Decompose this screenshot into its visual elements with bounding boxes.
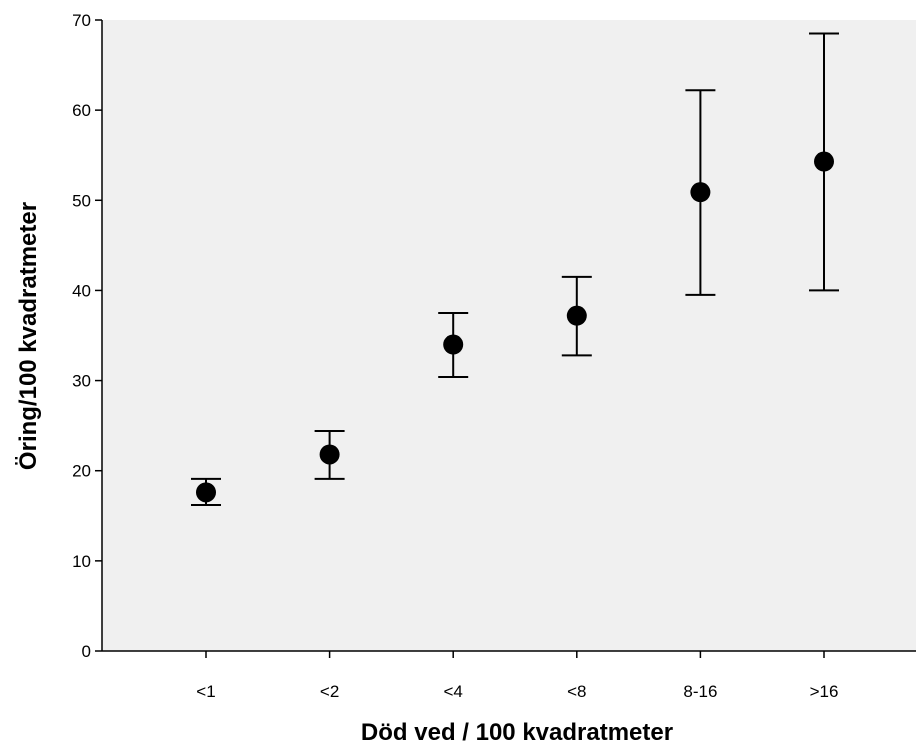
y-tick-label: 70: [72, 11, 91, 30]
x-axis-title: Död ved / 100 kvadratmeter: [361, 719, 673, 744]
x-tick-label: <4: [444, 682, 463, 701]
x-tick-label: >16: [810, 682, 839, 701]
x-tick-label: <1: [196, 682, 215, 701]
data-point: [690, 182, 711, 203]
plot-area: [102, 20, 916, 651]
y-tick-label: 10: [72, 552, 91, 571]
y-tick-label: 0: [82, 642, 91, 661]
y-axis-title: Öring/100 kvadratmeter: [15, 202, 42, 470]
y-tick-label: 50: [72, 191, 91, 210]
data-points: [196, 151, 834, 503]
data-point: [443, 334, 464, 355]
x-tick-label: <8: [567, 682, 586, 701]
data-point: [196, 482, 216, 503]
y-tick-label: 30: [72, 372, 91, 391]
x-tick-label: <2: [320, 682, 339, 701]
data-point: [319, 444, 340, 465]
y-tick-label: 40: [72, 281, 91, 300]
y-axis: 0 10 20 30 40 50 60 70: [72, 11, 103, 661]
y-tick-label: 60: [72, 101, 91, 120]
x-tick-label: 8-16: [683, 682, 717, 701]
data-point: [814, 151, 834, 172]
x-axis: <1 <2 <4 <8 8-16 >16: [102, 650, 916, 701]
data-point: [566, 305, 587, 326]
y-tick-label: 20: [72, 462, 91, 481]
